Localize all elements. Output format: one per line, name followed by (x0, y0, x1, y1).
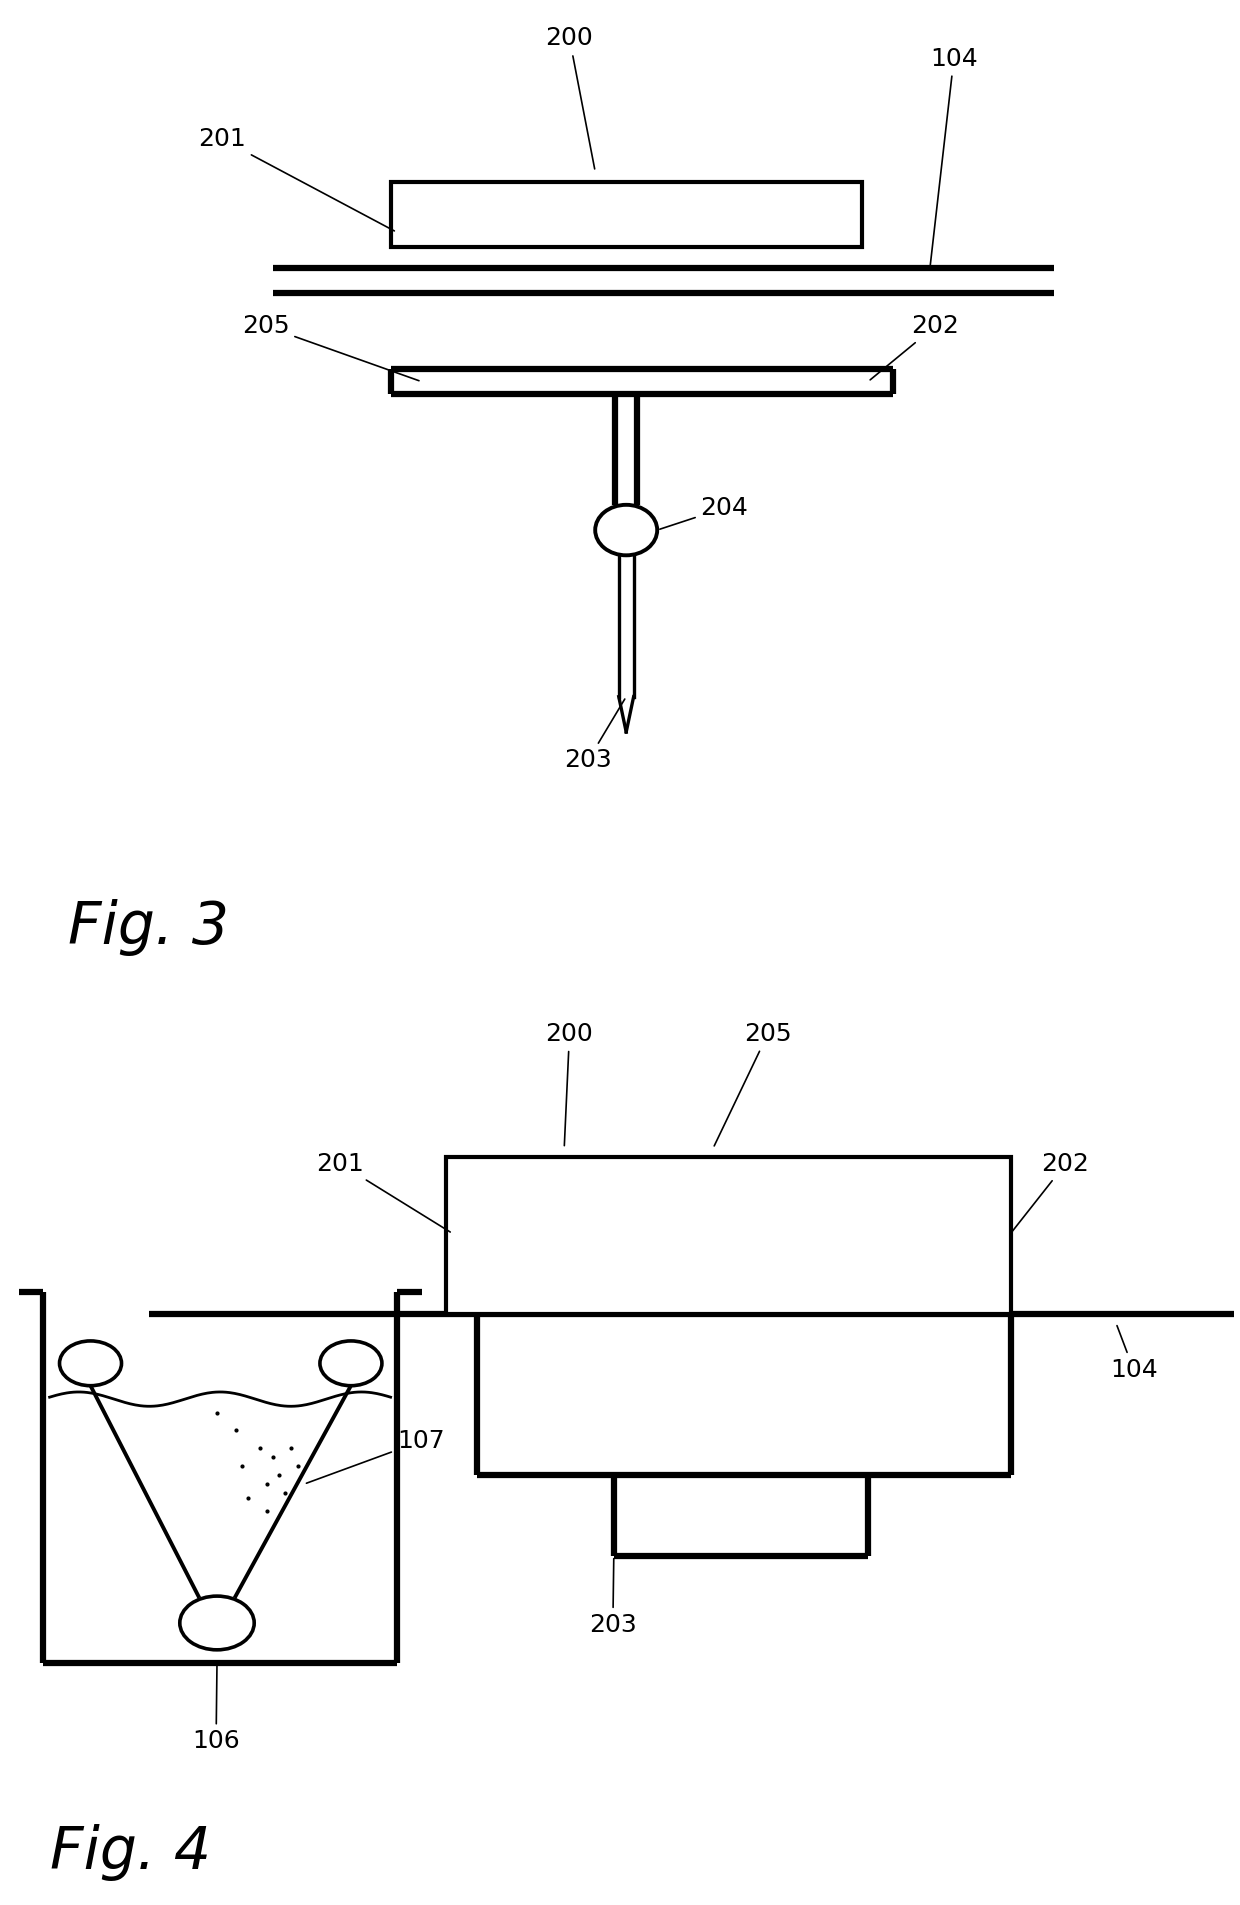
Text: 205: 205 (242, 314, 419, 381)
Text: Fig. 4: Fig. 4 (50, 1825, 211, 1880)
Text: 104: 104 (1110, 1326, 1158, 1381)
Text: 203: 203 (589, 1558, 637, 1636)
Circle shape (595, 505, 657, 556)
Text: 205: 205 (714, 1021, 791, 1147)
Text: 201: 201 (198, 128, 394, 231)
Circle shape (180, 1596, 254, 1650)
Bar (446, 1158, 1011, 1314)
Text: 203: 203 (564, 699, 625, 772)
Circle shape (320, 1341, 382, 1385)
Text: 106: 106 (192, 1667, 241, 1753)
Text: 107: 107 (306, 1429, 444, 1484)
Text: 202: 202 (870, 314, 960, 379)
Text: 204: 204 (660, 495, 749, 530)
Text: 200: 200 (546, 1021, 594, 1145)
Text: 201: 201 (316, 1153, 450, 1233)
Circle shape (60, 1341, 122, 1385)
Text: 104: 104 (930, 46, 978, 265)
Text: Fig. 3: Fig. 3 (68, 899, 229, 956)
Text: 200: 200 (546, 27, 595, 170)
Bar (391, 181, 862, 248)
Text: 202: 202 (1012, 1153, 1090, 1231)
